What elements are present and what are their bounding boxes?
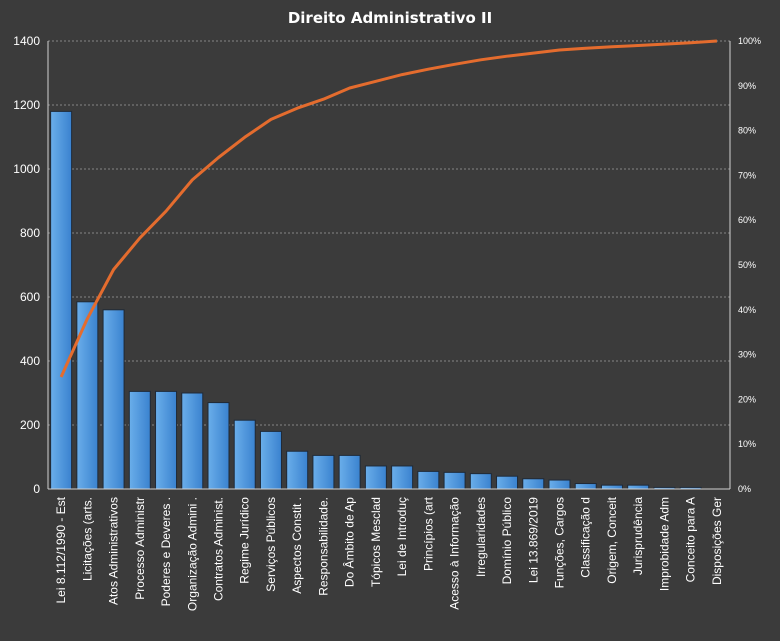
bar-series xyxy=(50,110,702,490)
y2-tick-label: 100% xyxy=(738,36,761,46)
bar xyxy=(496,475,519,490)
chart-title: Direito Administrativo II xyxy=(288,9,492,27)
gridlines xyxy=(48,40,730,426)
x-tick-label: Regime Jurídico xyxy=(238,497,252,584)
y2-tick-label: 30% xyxy=(738,350,756,360)
bar xyxy=(181,392,204,490)
cumulative-line-series xyxy=(59,39,718,378)
x-tick-label: Processo Administr xyxy=(133,497,147,600)
bar xyxy=(259,430,282,490)
bar xyxy=(574,483,597,490)
x-tick-label: Lei de Introduç xyxy=(395,497,409,576)
x-tick-label: Aspectos Constit . xyxy=(290,497,304,594)
bar xyxy=(548,479,571,490)
x-tick-label: Serviços Públicos xyxy=(264,497,278,592)
left-axis-ticks: 0 200 400 600 800 1000 1200 1400 xyxy=(13,34,40,496)
category-axis-ticks: Lei 8.112/1990 - Est Licitações (arts. Ato… xyxy=(54,496,724,611)
bar xyxy=(233,419,256,490)
y2-tick-label: 10% xyxy=(738,439,756,449)
bar xyxy=(522,478,545,490)
x-tick-label: Licitações (arts. xyxy=(80,497,94,581)
cumulative-percent-line xyxy=(59,39,718,378)
bar xyxy=(50,110,73,490)
bar xyxy=(417,470,440,490)
x-tick-label: Improbidade Adm xyxy=(657,497,671,591)
x-tick-label: Acesso à Informação xyxy=(448,497,462,610)
right-axis-ticks: 0% 10% 20% 30% 40% 50% 60% 70% 80% 90% 100% xyxy=(738,36,761,494)
y-tick-label: 1200 xyxy=(13,98,40,112)
x-tick-label: Contratos Administ. xyxy=(212,497,226,601)
bar xyxy=(338,454,361,490)
y-tick-label: 600 xyxy=(20,290,40,304)
x-tick-label: Origem, Conceit xyxy=(605,496,619,583)
axes xyxy=(47,41,731,490)
x-tick-label: Jurisprudência xyxy=(631,497,645,575)
y2-tick-label: 40% xyxy=(738,305,756,315)
x-tick-label: Tópicos Mesclad xyxy=(369,497,383,587)
y2-tick-label: 70% xyxy=(738,170,756,180)
x-tick-label: Classificação d xyxy=(579,497,593,578)
y-tick-label: 1000 xyxy=(13,162,40,176)
y-tick-label: 1400 xyxy=(13,34,40,48)
bar xyxy=(364,465,387,490)
x-tick-label: Organização Admini . xyxy=(185,497,199,611)
y2-tick-label: 80% xyxy=(738,126,756,136)
x-tick-label: Irregularidades xyxy=(474,497,488,577)
x-tick-label: Domínio Público xyxy=(500,497,514,585)
y2-tick-label: 20% xyxy=(738,394,756,404)
y-tick-label: 200 xyxy=(20,418,40,432)
bar xyxy=(391,465,414,490)
y-tick-label: 800 xyxy=(20,226,40,240)
x-tick-label: Responsabilidade. xyxy=(316,497,330,596)
y2-tick-label: 0% xyxy=(738,484,751,494)
x-tick-label: Princípios (art xyxy=(421,496,435,571)
bar xyxy=(207,402,230,490)
bar xyxy=(627,484,650,490)
bar xyxy=(286,450,309,490)
bar xyxy=(469,473,492,490)
y-tick-label: 400 xyxy=(20,354,40,368)
bar xyxy=(600,484,623,490)
x-tick-label: Do Âmbito de Ap xyxy=(342,497,357,587)
bar xyxy=(443,471,466,490)
bar xyxy=(76,301,99,490)
x-tick-label: Lei 8.112/1990 - Est xyxy=(54,496,68,603)
x-tick-label: Lei 13.869/2019 xyxy=(526,497,540,583)
y2-tick-label: 60% xyxy=(738,215,756,225)
x-tick-label: Funções, Cargos xyxy=(553,497,567,588)
bar xyxy=(102,309,125,490)
x-tick-label: Atos Administrativos xyxy=(107,497,121,605)
bar xyxy=(312,454,335,490)
y-tick-label: 0 xyxy=(33,482,40,496)
bar xyxy=(155,390,178,490)
y2-tick-label: 90% xyxy=(738,81,756,91)
x-tick-label: Poderes e Deveres . xyxy=(159,497,173,606)
x-tick-label: Conceito para A xyxy=(684,497,698,582)
x-tick-label: Disposições Ger xyxy=(710,497,724,585)
bar xyxy=(128,390,151,490)
y2-tick-label: 50% xyxy=(738,260,756,270)
